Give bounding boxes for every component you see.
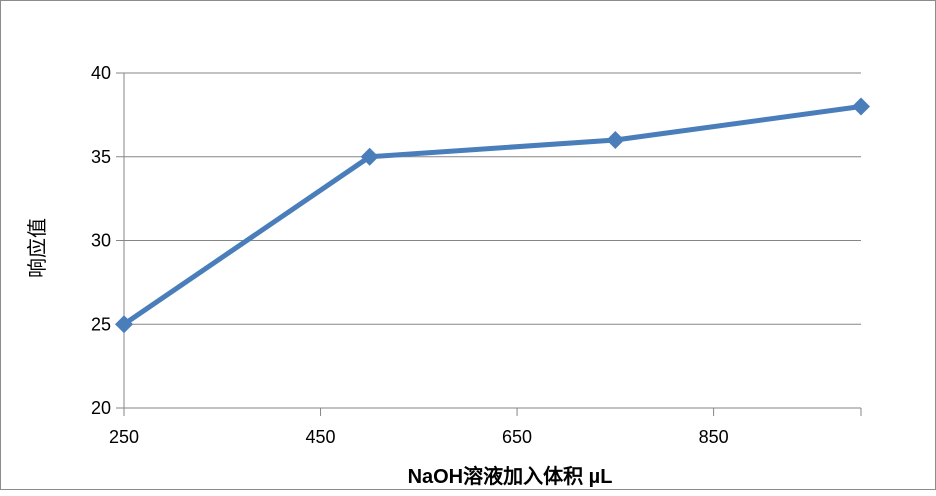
- y-tick-label: 40: [91, 63, 111, 83]
- data-point-marker: [115, 315, 133, 334]
- y-tick-label: 30: [91, 231, 111, 251]
- y-tick-label: 25: [91, 314, 111, 334]
- x-axis-title: NaOH溶液加入体积 µL: [408, 464, 613, 488]
- data-point-marker: [360, 147, 379, 166]
- y-tick-label: 35: [91, 147, 111, 167]
- y-tick-label: 20: [91, 398, 111, 418]
- series-lines: [121, 104, 864, 327]
- x-tick-label: 450: [306, 427, 336, 447]
- data-point-marker: [606, 131, 625, 149]
- data-point-marker: [852, 97, 870, 116]
- axes: [116, 72, 862, 416]
- gridlines: [124, 72, 861, 325]
- x-tick-label: 250: [109, 427, 139, 447]
- x-tick-labels: 250 450 650 850: [109, 427, 729, 447]
- series-line: [121, 104, 864, 327]
- x-tick-label: 850: [699, 427, 729, 447]
- x-tick-label: 650: [502, 427, 532, 447]
- data-markers: [115, 97, 870, 334]
- y-tick-labels: 20 25 30 35 40: [91, 63, 111, 418]
- y-axis-title: 响应值: [26, 218, 49, 278]
